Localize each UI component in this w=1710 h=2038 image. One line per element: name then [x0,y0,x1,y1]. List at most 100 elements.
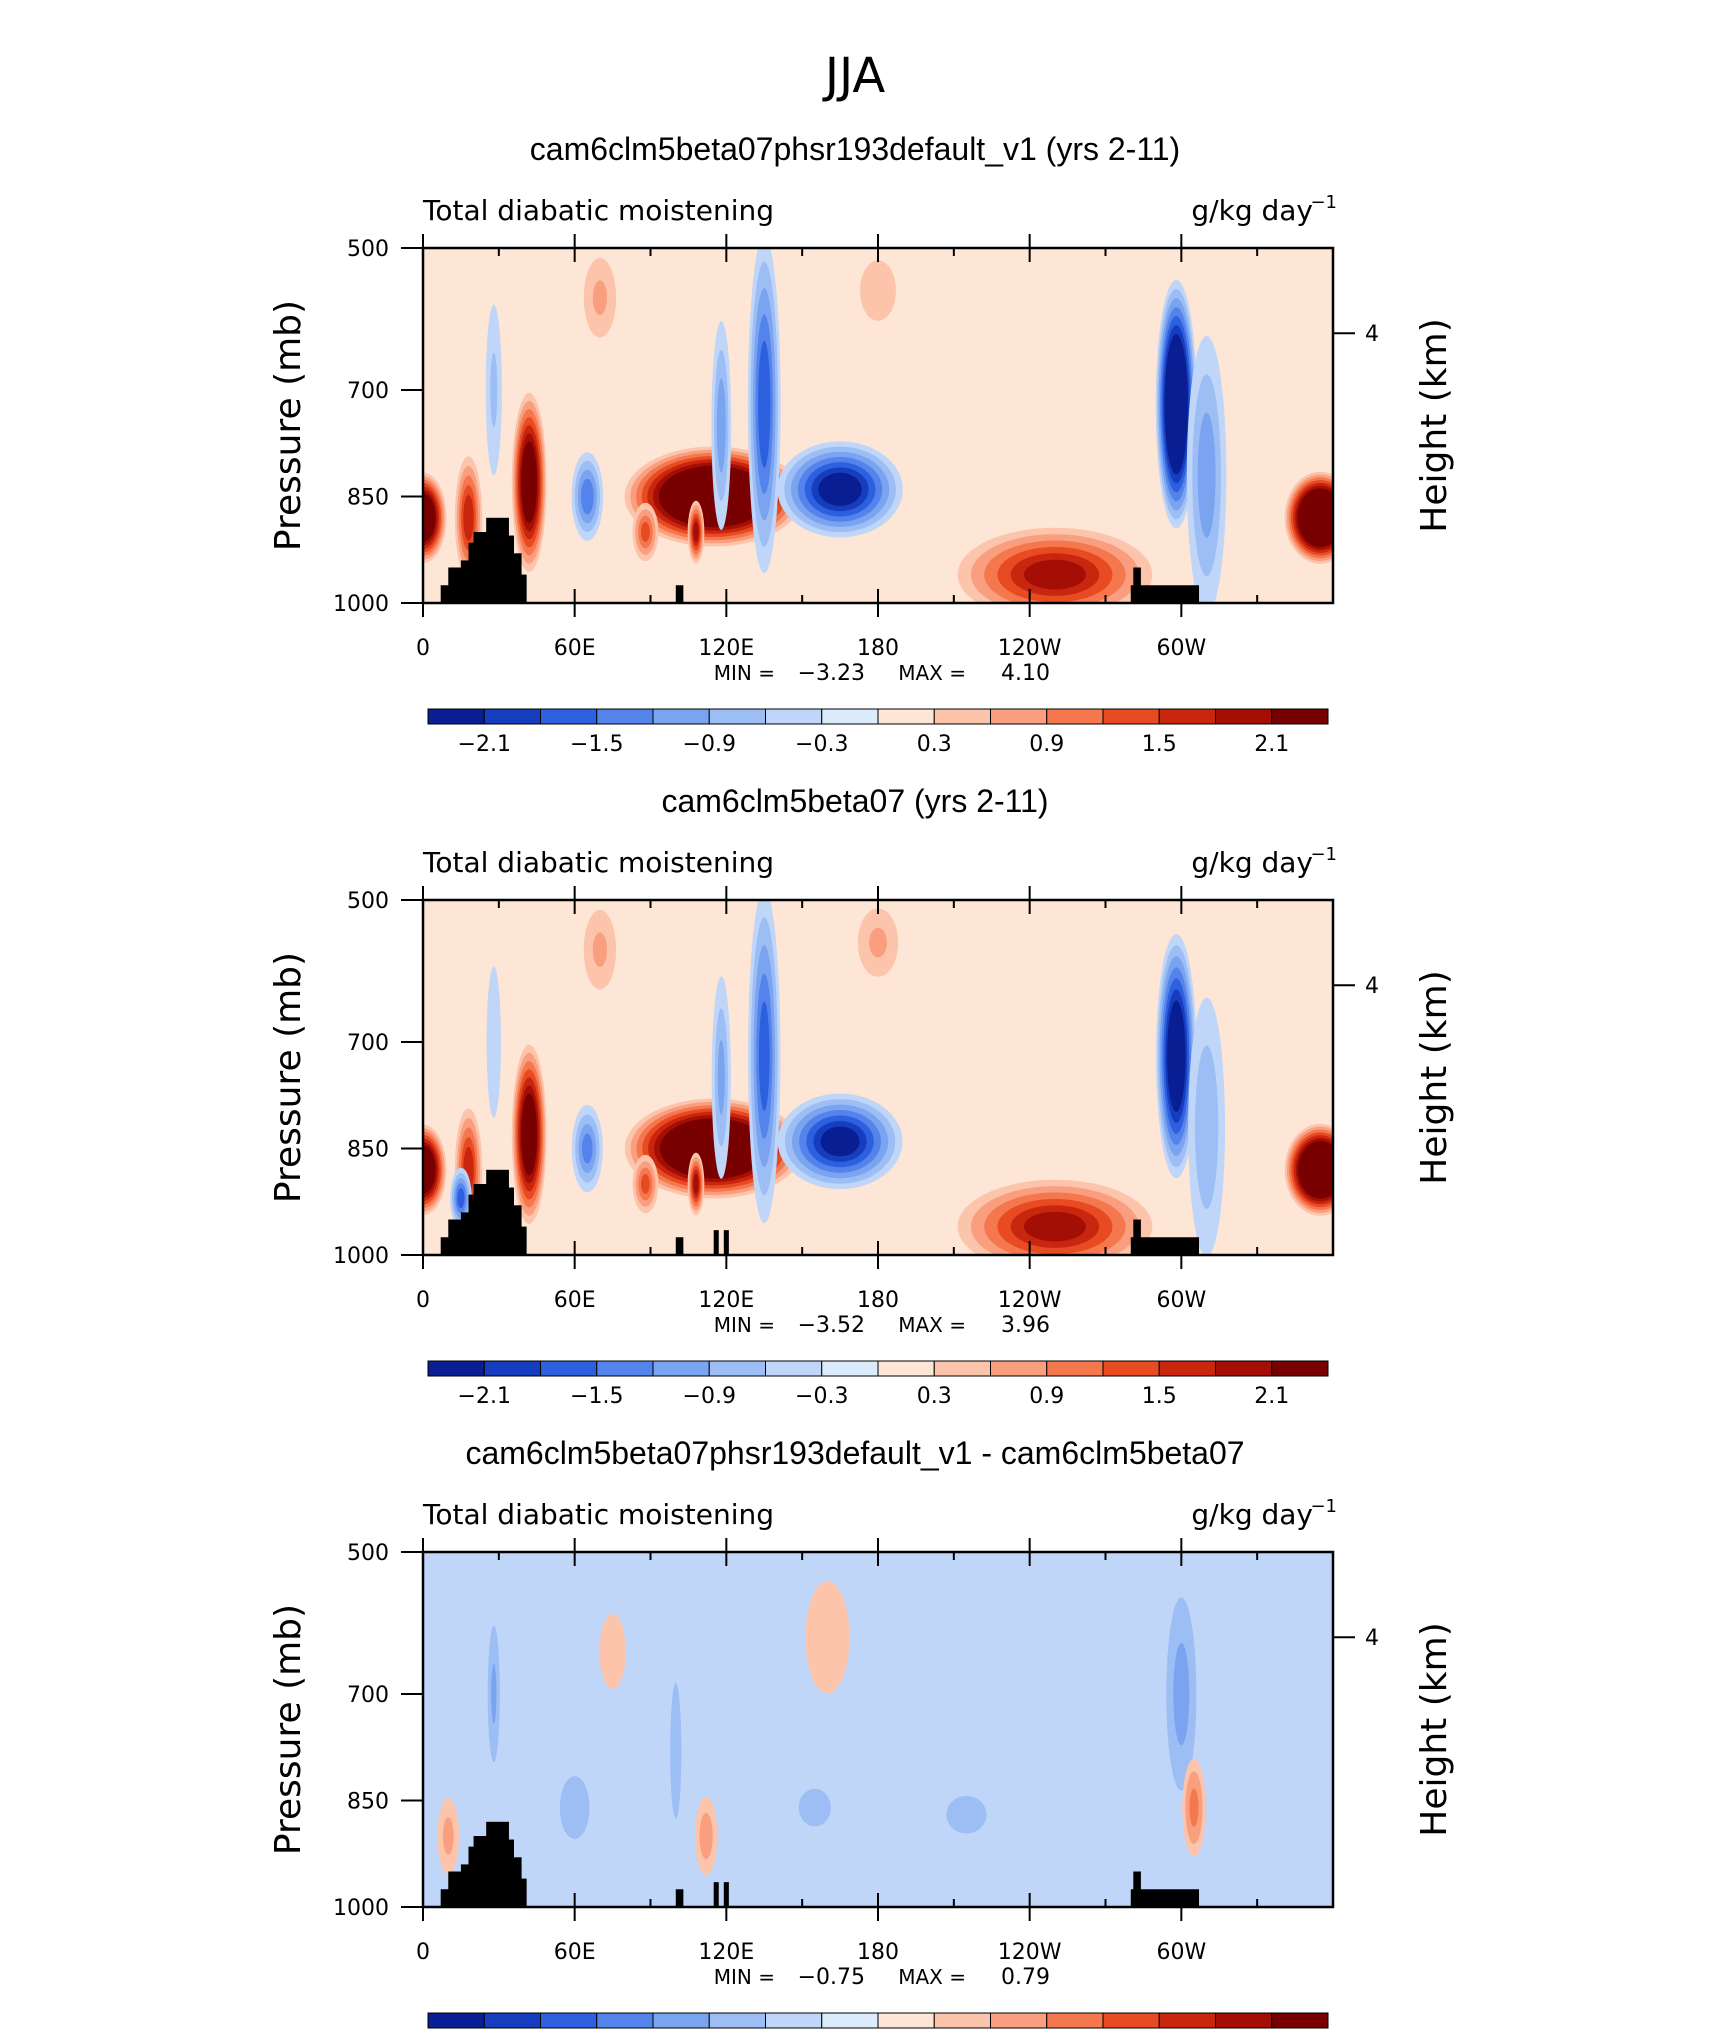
colorbar-label: −1.5 [570,1384,623,1409]
x-tick-label: 120E [698,1940,754,1965]
colorbar-box [708,1360,766,1377]
contour-level [641,1174,650,1194]
contour-level [1173,1642,1190,1746]
y-right-tick-label: 4 [1365,1626,1379,1651]
contour-level [442,1817,454,1855]
colorbar-label: −2.1 [458,1384,511,1409]
colorbar-box [990,2012,1048,2029]
colorbar-box [483,708,541,725]
contour-level [805,1581,850,1694]
x-tick-label: 60W [1156,636,1206,661]
contour-level [486,966,501,1118]
x-tick-label: 0 [416,1940,430,1965]
terrain [506,1205,522,1255]
contour-level [581,1133,593,1164]
y-axis-right-label: Height (km) [1414,970,1455,1184]
y-right-tick-label: 4 [1365,974,1379,999]
contour-level [592,280,608,316]
x-tick-label: 0 [416,636,430,661]
x-tick-label: 60W [1156,1288,1206,1313]
contour-field [423,900,1333,1255]
colorbar-box [877,1360,935,1377]
x-tick-label: 0 [416,1288,430,1313]
colorbar-box [483,1360,541,1377]
colorbar-label: 0.3 [917,1384,952,1409]
colorbar-label: 0.3 [917,732,952,757]
panel-title: cam6clm5beta07phsr193default_v1 - cam6cl… [465,1435,1244,1471]
y-tick-label: 700 [347,1031,389,1056]
x-tick-label: 120E [698,1288,754,1313]
colorbar-label: 1.5 [1142,1384,1177,1409]
contour-level [860,260,896,321]
contour-level [717,1040,725,1115]
contour-level [670,1682,682,1819]
colorbar-box [652,2012,710,2029]
min-label: MIN = [714,661,775,685]
terrain [675,1889,684,1907]
units-label: g/kg day [1191,846,1313,879]
contour-level [559,1776,590,1839]
units-exponent: −1 [1310,844,1337,865]
colorbar-label: 0.2 [973,2036,1008,2038]
y-tick-label: 700 [347,379,389,404]
y-tick-label: 700 [347,1683,389,1708]
x-tick-label: 180 [857,1288,899,1313]
contour-level [693,1174,699,1194]
y-tick-label: 500 [347,237,389,262]
colorbar-box [596,2012,654,2029]
contour-level [1306,1152,1333,1188]
colorbar-box [990,1360,1048,1377]
left-label: Total diabatic moistening [422,194,774,227]
contour-level [641,522,650,542]
contour-level [1023,1211,1086,1242]
contour-level [1167,1000,1186,1112]
contour-level [716,378,726,473]
colorbar-box [1215,2012,1273,2029]
left-label: Total diabatic moistening [422,846,774,879]
terrain [1133,1871,1141,1907]
contour-level [521,1093,538,1176]
y-tick-label: 1000 [333,1244,389,1269]
colorbar-label: 0 [871,2036,885,2038]
contour-level [1189,1788,1199,1827]
y-axis-label: Pressure (mb) [268,952,309,1203]
y-axis-right-label: Height (km) [1414,318,1455,532]
terrain [1133,1219,1141,1255]
x-tick-label: 60W [1156,1940,1206,1965]
terrain [675,1237,684,1255]
contour-level [423,500,432,535]
y-tick-label: 500 [347,889,389,914]
contour-level [592,932,608,968]
contour-level [693,522,699,542]
min-label: MIN = [714,1313,775,1337]
colorbar-label: −2.1 [458,732,511,757]
contour-level [423,1152,432,1187]
panel-1: 0 60E 120E 180 120W 60W 500 700 850 1000 4 cam6clm5… [268,131,1455,757]
colorbar-box [990,708,1048,725]
colorbar-box [708,2012,766,2029]
colorbar-label: −1.5 [514,2036,567,2038]
colorbar-box [1046,1360,1104,1377]
y-tick-label: 850 [347,1790,389,1815]
colorbar-box [1271,708,1329,725]
colorbar-box [877,2012,935,2029]
terrain [675,585,684,603]
colorbar-box [1102,2012,1160,2029]
max-value: 0.79 [1001,1965,1050,1990]
x-tick-label: 180 [857,1940,899,1965]
contour-level [758,340,771,468]
contour-level [1023,559,1086,590]
colorbar-box [821,1360,879,1377]
x-tick-label: 120W [998,636,1062,661]
y-tick-label: 850 [347,486,389,511]
max-value: 3.96 [1001,1313,1050,1338]
colorbar-box [877,708,935,725]
colorbar-box [540,708,598,725]
colorbar-box [427,2012,485,2029]
y-tick-label: 1000 [333,1896,389,1921]
panel-3: 0 60E 120E 180 120W 60W 500 700 850 1000 4 cam6clm5… [268,1435,1455,2038]
units-label: g/kg day [1191,194,1313,227]
units-exponent: −1 [1310,192,1337,213]
colorbar-box [933,708,991,725]
